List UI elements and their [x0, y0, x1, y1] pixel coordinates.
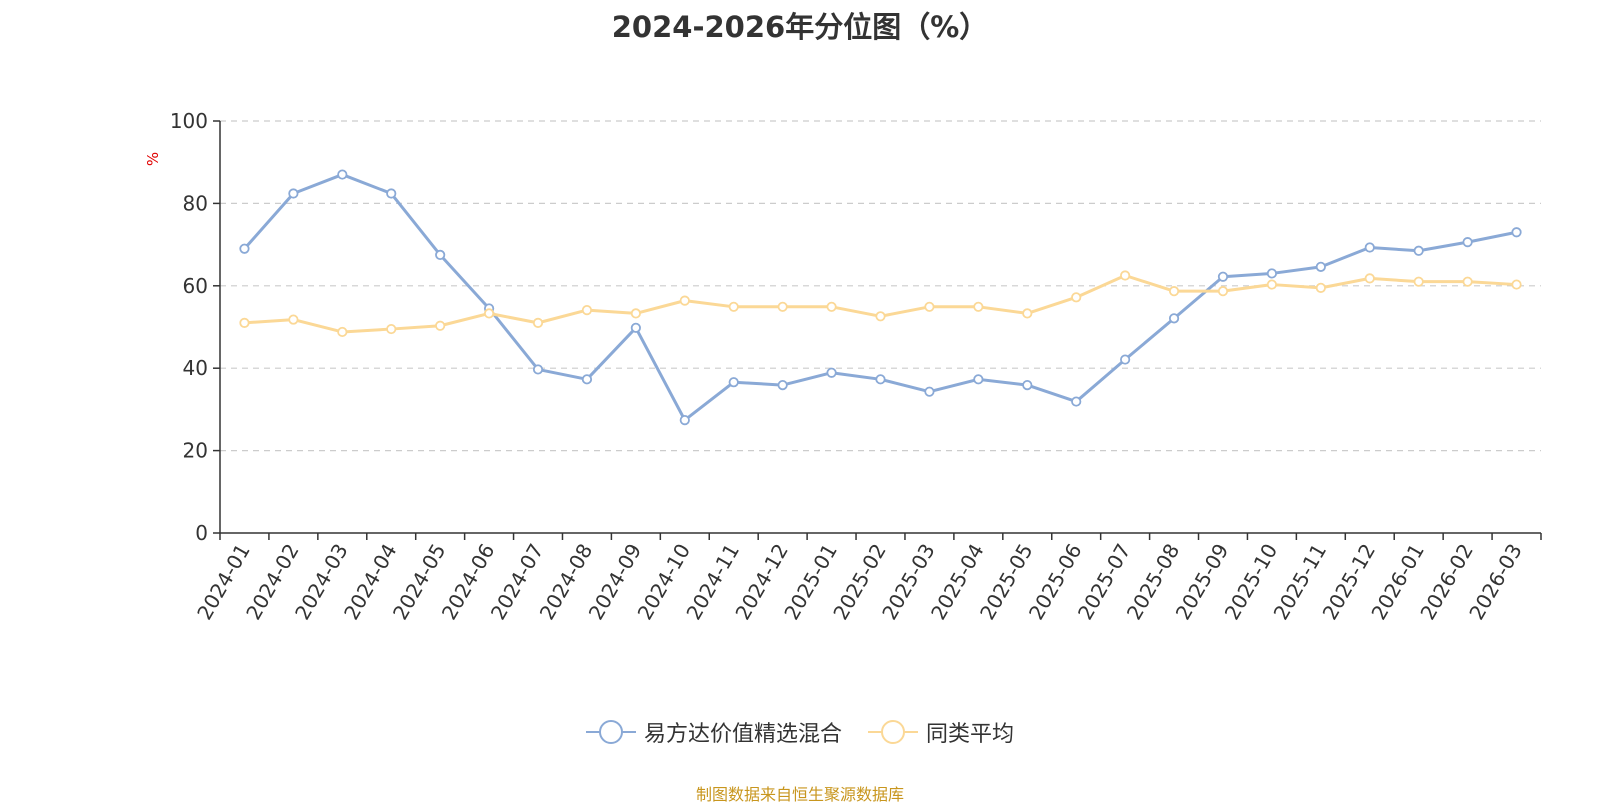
y-tick-label: 80	[183, 191, 208, 215]
grid-layer	[220, 120, 1541, 452]
data-point[interactable]	[1120, 270, 1131, 281]
y-tick-label: 40	[183, 356, 208, 380]
y-tick-label: 100	[170, 109, 208, 133]
data-point[interactable]	[532, 317, 544, 328]
data-point[interactable]	[728, 301, 739, 312]
data-point[interactable]	[1462, 237, 1473, 248]
legend-item-peer-average[interactable]: 同类平均	[868, 716, 1014, 748]
data-point[interactable]	[581, 374, 593, 385]
data-point[interactable]	[337, 169, 348, 180]
legend-label-peer-average: 同类平均	[926, 722, 1015, 747]
data-point[interactable]	[1071, 396, 1082, 407]
data-point[interactable]	[826, 301, 837, 312]
data-point[interactable]	[1120, 354, 1131, 365]
source-note: 制图数据来自恒生聚源数据库	[695, 785, 904, 804]
data-point[interactable]	[386, 188, 397, 199]
data-point[interactable]	[1511, 279, 1522, 290]
data-point[interactable]	[239, 243, 250, 254]
legend-marker-fund	[585, 719, 636, 745]
legend-circle-peer-average	[881, 720, 905, 744]
data-point[interactable]	[924, 386, 935, 397]
data-point[interactable]	[1413, 276, 1424, 287]
data-point[interactable]	[581, 305, 593, 316]
data-point[interactable]	[679, 415, 690, 426]
data-point[interactable]	[924, 301, 935, 312]
y-tick-label: 60	[183, 274, 208, 298]
legend-marker-peer-average	[868, 719, 918, 745]
data-point[interactable]	[1266, 268, 1278, 279]
data-point[interactable]	[239, 317, 250, 328]
data-point[interactable]	[435, 249, 446, 260]
chart-title: 2024-2026年分位图（%）	[611, 10, 989, 44]
data-point[interactable]	[777, 379, 788, 391]
data-point[interactable]	[875, 311, 886, 322]
legend-circle-fund	[598, 720, 623, 744]
data-point[interactable]	[532, 364, 544, 375]
data-point[interactable]	[973, 374, 984, 385]
data-point[interactable]	[337, 326, 348, 338]
data-point[interactable]	[777, 301, 788, 312]
data-point[interactable]	[1266, 279, 1278, 290]
data-point[interactable]	[1168, 286, 1180, 297]
data-point[interactable]	[288, 314, 299, 325]
data-point[interactable]	[1071, 292, 1082, 303]
series-line-1	[244, 274, 1517, 334]
data-point[interactable]	[288, 188, 299, 199]
data-point[interactable]	[630, 322, 641, 333]
y-tick-label: 20	[183, 439, 208, 463]
data-point[interactable]	[435, 320, 446, 331]
data-point[interactable]	[1217, 271, 1229, 282]
legend: 易方达价值精选混合 同类平均	[0, 716, 1600, 748]
legend-item-fund[interactable]: 易方达价值精选混合	[585, 716, 842, 748]
y-axis-label: %	[144, 151, 163, 167]
data-point[interactable]	[728, 377, 739, 388]
data-point[interactable]	[1462, 276, 1473, 287]
data-point[interactable]	[1364, 242, 1375, 253]
data-point[interactable]	[386, 323, 397, 335]
data-point[interactable]	[1413, 245, 1424, 256]
data-point[interactable]	[875, 374, 886, 385]
data-point[interactable]	[1217, 286, 1229, 297]
series-layer	[239, 169, 1522, 426]
data-point[interactable]	[679, 295, 690, 306]
data-point[interactable]	[630, 308, 641, 319]
data-point[interactable]	[1315, 261, 1326, 272]
data-point[interactable]	[973, 301, 984, 312]
legend-label-fund: 易方达价值精选混合	[643, 722, 842, 747]
data-point[interactable]	[1168, 313, 1180, 324]
data-point[interactable]	[1022, 308, 1033, 319]
data-point[interactable]	[826, 367, 837, 378]
data-point[interactable]	[1364, 273, 1375, 284]
data-point[interactable]	[483, 308, 495, 319]
data-point[interactable]	[1022, 379, 1033, 391]
y-tick-label: 0	[195, 521, 208, 545]
data-point[interactable]	[1315, 282, 1326, 293]
data-point[interactable]	[1511, 227, 1522, 238]
